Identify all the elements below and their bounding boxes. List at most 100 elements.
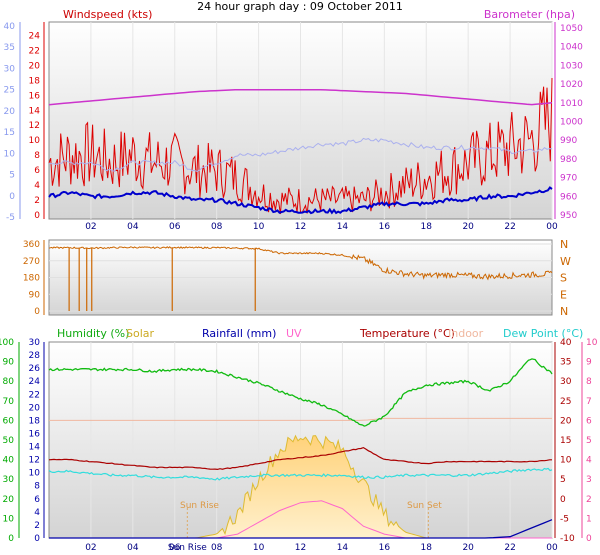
barometer-tick-label: 1030	[560, 61, 583, 71]
weather-x-tick-label: 10	[253, 543, 265, 553]
series-dewpoint	[48, 467, 553, 481]
windspeed-tick-label: 22	[29, 46, 40, 56]
rainfall-tick-label: 24	[29, 377, 41, 387]
wind-outer-tick-label: -5	[6, 213, 15, 223]
windspeed-tick-label: 8	[34, 151, 40, 161]
uv-tick-label: 5	[586, 436, 592, 446]
barometer-axis-title: Barometer (hpa)	[484, 8, 575, 21]
barometer-tick-label: 1040	[560, 43, 583, 53]
sun-set-label: Sun Set	[407, 501, 442, 511]
wind-x-tick-label: 18	[421, 222, 433, 232]
sun-rise-label: Sun Rise	[180, 501, 219, 511]
weather-panel-grid	[90, 342, 553, 538]
wind-x-tick-label: 12	[295, 222, 306, 232]
rainfall-tick-label: 2	[34, 521, 40, 531]
wind-x-tick-label: 22	[504, 222, 515, 232]
weather-x-tick-label: 12	[295, 543, 306, 553]
uv-tick-label: 9	[586, 358, 592, 368]
windspeed-tick-label: 16	[29, 91, 41, 101]
uv-tick-label: 7	[586, 397, 592, 407]
barometer-tick-label: 960	[560, 192, 577, 202]
rainfall-tick-label: 4	[34, 508, 40, 518]
direction-tick-label: 0	[34, 307, 40, 317]
temperature-tick-label: 40	[560, 338, 572, 348]
rainfall-tick-label: 6	[34, 495, 40, 505]
direction-tick-label: 360	[23, 240, 40, 250]
rainfall-tick-label: 12	[29, 456, 40, 466]
windspeed-tick-label: 10	[29, 136, 41, 146]
series-indoor	[49, 417, 552, 421]
legend-indoor: Indoor	[448, 327, 484, 340]
wind-x-tick-label: 10	[253, 222, 265, 232]
windspeed-tick-label: 2	[34, 196, 40, 206]
windspeed-tick-label: 6	[34, 166, 40, 176]
wind-outer-tick-label: 0	[9, 192, 15, 202]
humidity-tick-label: 50	[3, 436, 15, 446]
wind-panel-axes: 02 04 06 08 10 12 14 16 18 20 22 002422201816141210…	[4, 22, 583, 232]
series-wind-average	[48, 186, 553, 215]
humidity-tick-label: 90	[3, 358, 15, 368]
series-wind-direction	[48, 246, 553, 281]
weather-x-tick-label: 14	[337, 543, 349, 553]
wind-outer-tick-label: 40	[4, 22, 16, 32]
direction-tick-label: 270	[23, 257, 40, 267]
wind-x-tick-label: 20	[462, 222, 474, 232]
temperature-tick-label: 20	[560, 416, 572, 426]
series-humidity	[48, 358, 553, 427]
weather-panel-series	[48, 358, 553, 539]
weather-x-tick-label: 06	[169, 543, 181, 553]
wind-x-tick-label: 00	[546, 222, 558, 232]
weather-x-tick-label: 18	[421, 543, 433, 553]
compass-tick-label: S	[560, 272, 567, 285]
wind-x-tick-label: 08	[211, 222, 223, 232]
weather-x-tick-label: 22	[504, 543, 515, 553]
compass-tick-label: W	[560, 255, 571, 268]
humidity-tick-label: 40	[3, 456, 15, 466]
barometer-tick-label: 980	[560, 155, 577, 165]
windspeed-tick-label: 4	[34, 181, 40, 191]
barometer-tick-label: 1050	[560, 24, 583, 34]
weather-x-tick-label: 20	[462, 543, 474, 553]
temperature-tick-label: 10	[560, 456, 572, 466]
graph-title: 24 hour graph day : 09 October 2011	[197, 0, 403, 13]
uv-tick-label: 6	[586, 416, 592, 426]
legend-temperature: Temperature (°C)	[359, 327, 455, 340]
weather-x-tick-label: 00	[546, 543, 558, 553]
windspeed-tick-label: 12	[29, 121, 40, 131]
humidity-tick-label: 100	[0, 338, 14, 348]
temperature-tick-label: 5	[560, 475, 566, 485]
wind-outer-tick-label: 10	[4, 149, 16, 159]
humidity-tick-label: 10	[3, 514, 15, 524]
uv-tick-label: 4	[586, 456, 592, 466]
rainfall-tick-label: 0	[34, 534, 40, 544]
temperature-tick-label: 0	[560, 495, 566, 505]
humidity-tick-label: 70	[3, 397, 15, 407]
wind-x-tick-label: 14	[337, 222, 349, 232]
direction-panel-series	[48, 246, 553, 311]
uv-tick-label: 2	[586, 495, 592, 505]
wind-outer-tick-label: 35	[4, 43, 15, 53]
wind-outer-tick-label: 30	[4, 64, 16, 74]
direction-tick-label: 180	[23, 274, 40, 284]
legend-humidity: Humidity (%)	[57, 327, 129, 340]
rainfall-tick-label: 16	[29, 429, 41, 439]
legend-solar: Solar	[126, 327, 155, 340]
rainfall-tick-label: 10	[29, 469, 41, 479]
rainfall-tick-label: 14	[29, 443, 41, 453]
wind-x-tick-label: 16	[379, 222, 391, 232]
wind-outer-tick-label: 20	[4, 107, 16, 117]
windspeed-tick-label: 20	[29, 61, 41, 71]
humidity-tick-label: 0	[8, 534, 14, 544]
wind-outer-tick-label: 25	[4, 86, 15, 96]
rainfall-tick-label: 30	[29, 338, 41, 348]
windspeed-tick-label: 18	[29, 76, 41, 86]
series-temperature	[48, 446, 552, 471]
rainfall-tick-label: 20	[29, 403, 41, 413]
legend-rainfall: Rainfall (mm)	[202, 327, 276, 340]
wind-x-tick-label: 02	[85, 222, 96, 232]
direction-tick-label: 90	[29, 290, 41, 300]
